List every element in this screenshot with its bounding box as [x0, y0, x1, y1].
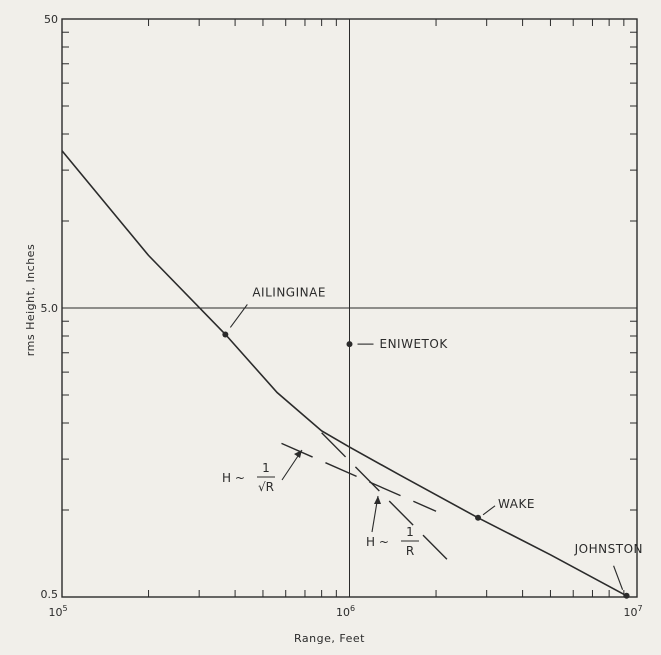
- data-point: [346, 341, 353, 348]
- formula-prefix: H ~: [222, 471, 245, 485]
- formula-denominator: √R: [258, 480, 274, 494]
- formula-arrowhead: [374, 496, 381, 504]
- point-leader-line: [613, 565, 624, 590]
- data-point: [623, 592, 630, 599]
- x-tick-label: 106: [336, 604, 355, 619]
- x-tick-exponent: 7: [637, 604, 642, 613]
- data-point: [475, 514, 482, 521]
- sqrt-r-formula: H ~ 1 √R: [222, 449, 303, 494]
- point-leader-line: [229, 304, 248, 328]
- point-leader-line: [482, 505, 496, 516]
- inverse-r-reference-line: [321, 432, 449, 561]
- x-axis-label: Range, Feet: [294, 632, 365, 645]
- formula-arrowhead: [294, 450, 302, 458]
- x-tick-exponent: 5: [62, 604, 67, 613]
- formula-numerator: 1: [262, 461, 270, 475]
- y-axis-label: rms Height, Inches: [24, 244, 37, 356]
- formula-numerator: 1: [406, 525, 414, 539]
- point-label: JOHNSTON: [574, 542, 643, 556]
- formula-denominator: R: [406, 544, 414, 558]
- point-label: AILINGINAE: [252, 285, 326, 299]
- x-tick-base: 10: [623, 606, 637, 619]
- sqrt-r-reference-line: [281, 442, 437, 512]
- x-tick-label: 107: [623, 604, 642, 619]
- y-tick-label: 5.0: [41, 302, 59, 315]
- data-point: [222, 331, 229, 338]
- x-tick-base: 10: [48, 606, 62, 619]
- formula-prefix: H ~: [366, 535, 389, 549]
- data-series-line: [61, 150, 627, 597]
- x-tick-base: 10: [336, 606, 350, 619]
- x-tick-exponent: 6: [350, 604, 355, 613]
- y-tick-label: 50: [44, 13, 58, 26]
- y-tick-label: 0.5: [41, 588, 59, 601]
- point-label: ENIWETOK: [380, 337, 449, 351]
- x-tick-label: 105: [48, 604, 67, 619]
- inverse-r-formula: H ~ 1 R: [366, 495, 419, 558]
- point-label: WAKE: [498, 497, 535, 511]
